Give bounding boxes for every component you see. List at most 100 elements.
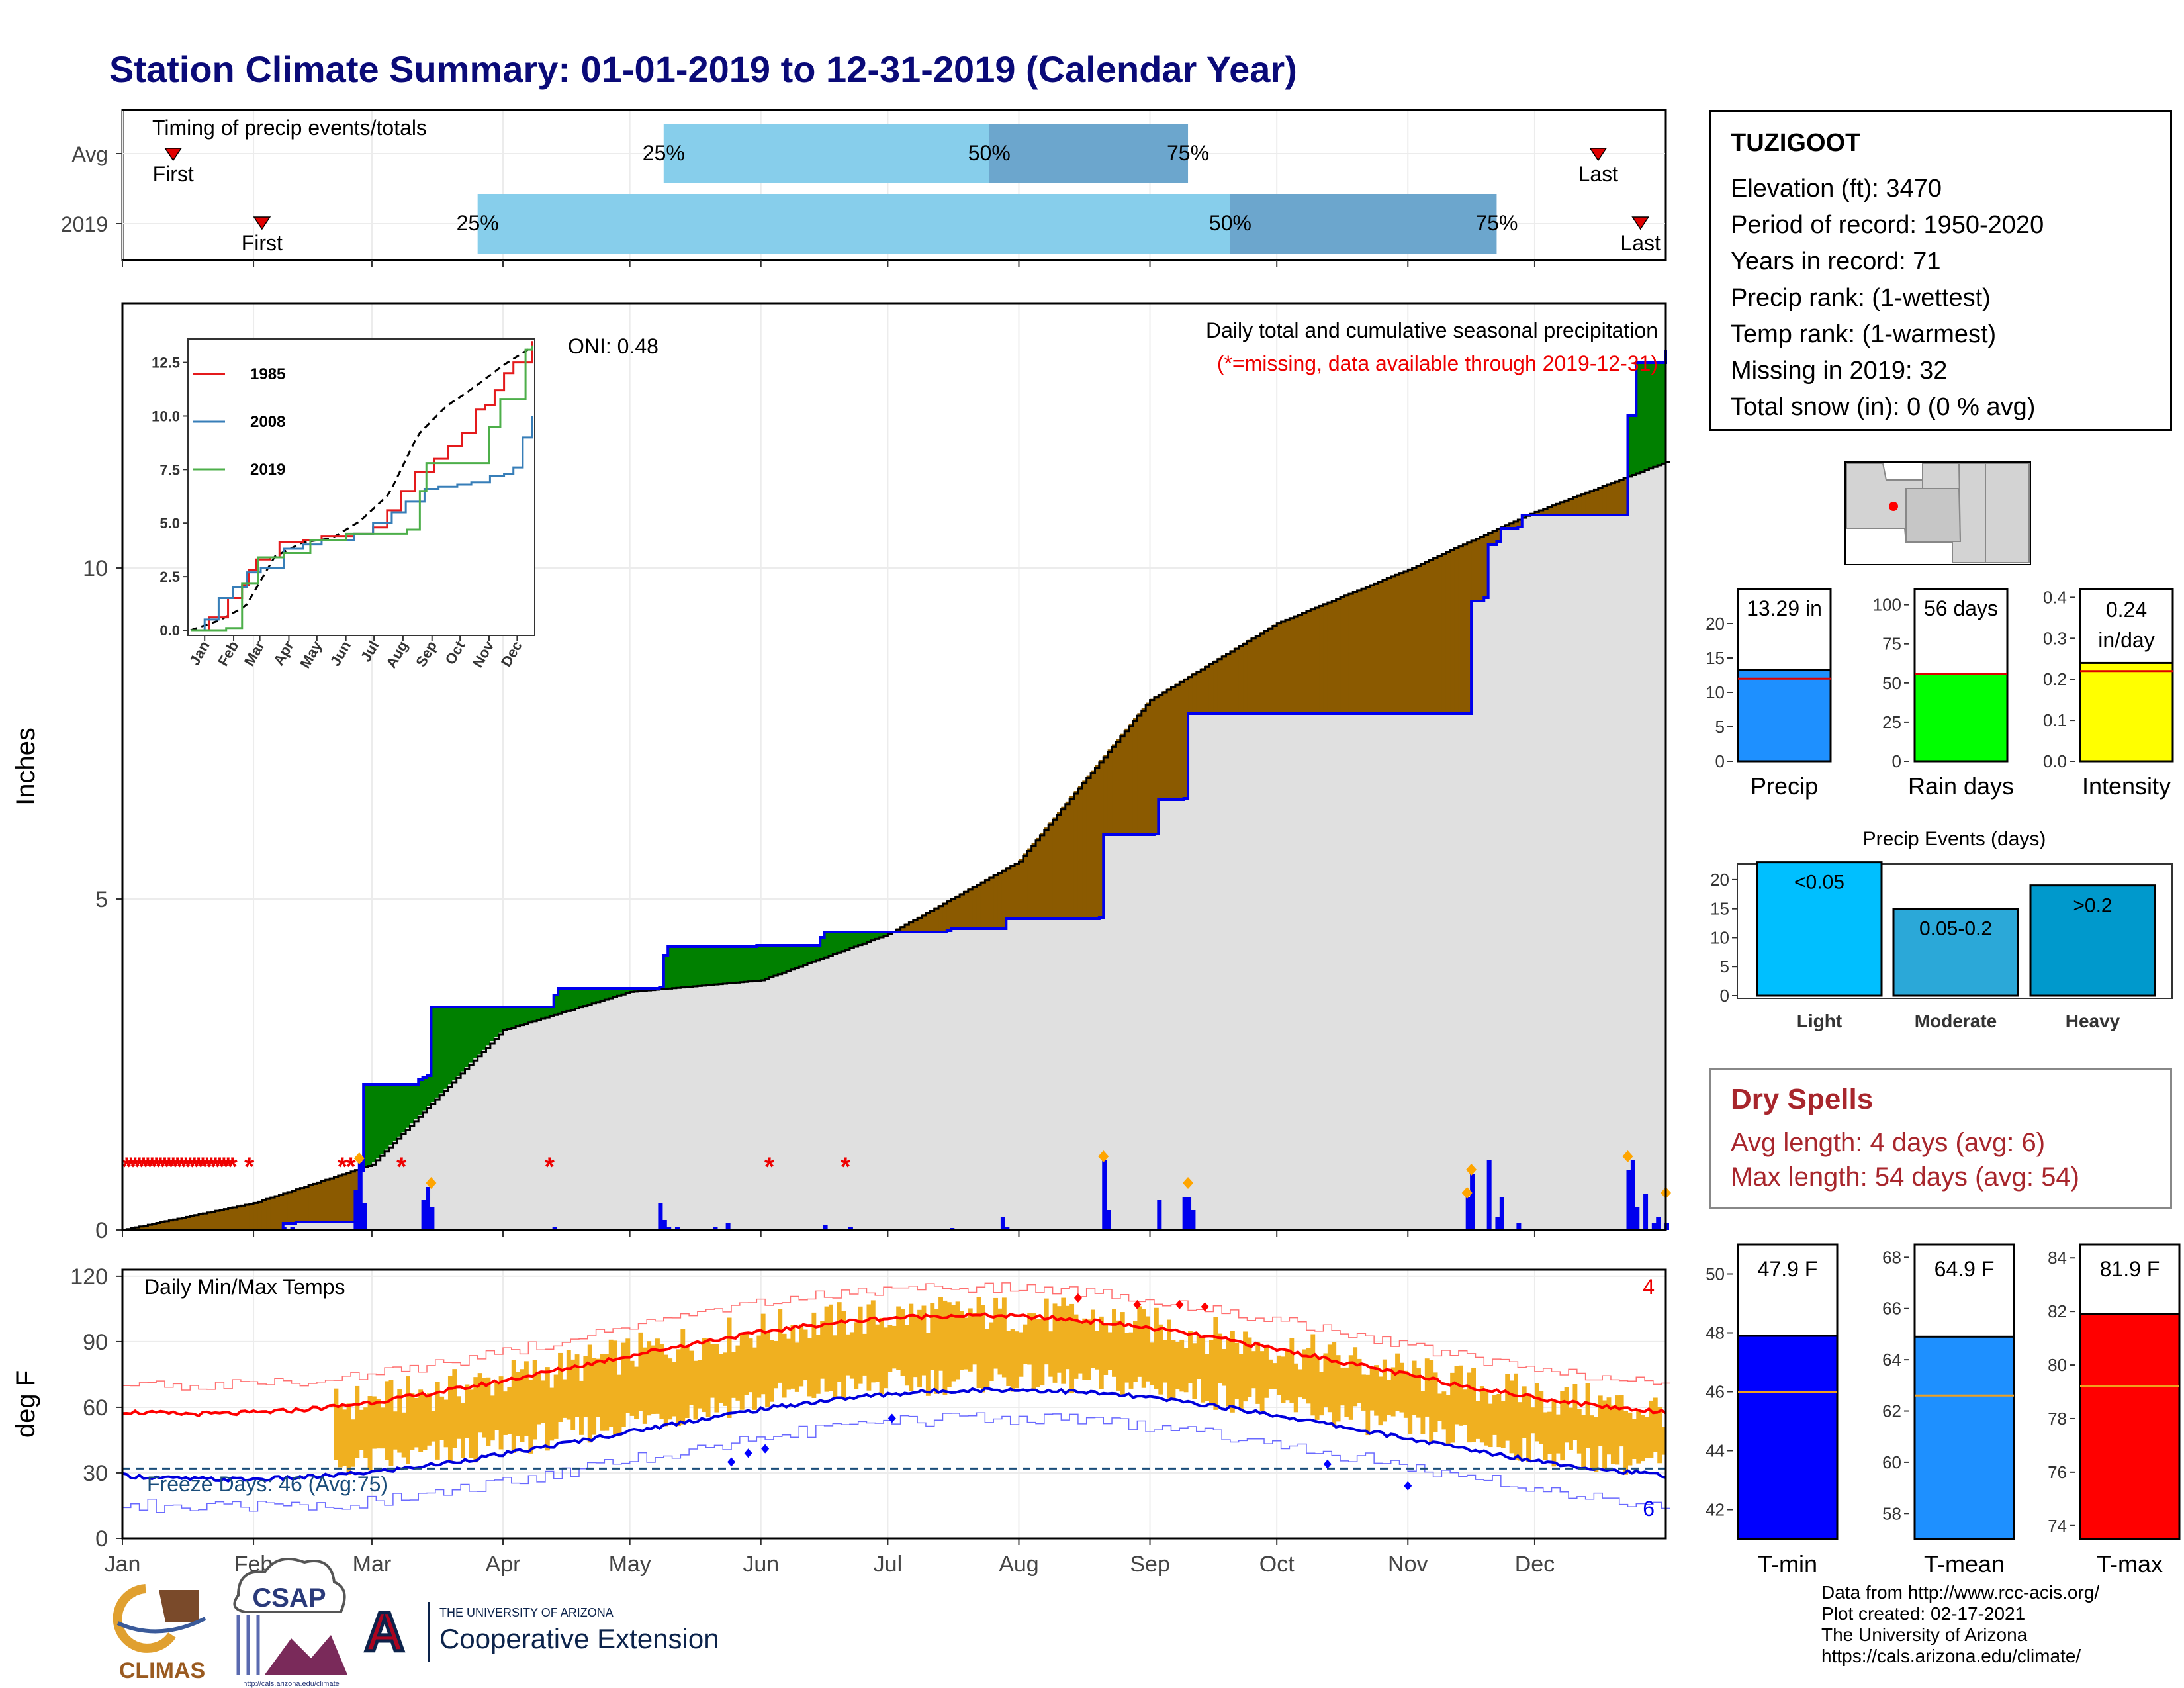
daily-temp-range-bar <box>549 1387 555 1441</box>
daily-temp-range-bar <box>625 1338 631 1413</box>
daily-precip-bar <box>1486 1160 1492 1230</box>
daily-temp-range-bar <box>574 1354 580 1417</box>
missing-day-marker: * <box>126 1152 136 1182</box>
events-ytick: 20 <box>1710 870 1729 890</box>
summary-ytick: 0.4 <box>2043 587 2067 607</box>
daily-temp-range-bar <box>976 1297 981 1388</box>
daily-temp-range-bar <box>1353 1347 1358 1407</box>
daily-temp-range-bar <box>1158 1324 1163 1395</box>
logos: CLIMAS CSAP http://cals.arizona.edu/clim… <box>113 1558 719 1688</box>
daily-temp-range-bar <box>727 1317 732 1418</box>
daily-temp-range-bar <box>723 1352 728 1406</box>
temp-bar-value <box>1913 1335 2015 1540</box>
daily-temp-range-bar <box>1555 1414 1561 1454</box>
daily-temp-range-bar <box>1445 1395 1451 1446</box>
daily-temp-range-bar <box>833 1335 838 1399</box>
daily-precip-bar <box>725 1223 731 1230</box>
daily-temp-range-bar <box>1576 1409 1582 1454</box>
daily-temp-range-bar <box>371 1396 377 1449</box>
temp-panel: Jan Feb Mar Apr May Jun Jul Aug Sep Oct Nov Dec0306… <box>11 1264 1670 1577</box>
temp-bar-ytick: 60 <box>1882 1452 1901 1472</box>
daily-temp-range-bar <box>778 1309 783 1383</box>
missing-day-marker: * <box>156 1152 166 1182</box>
daily-temp-range-bar <box>634 1366 639 1419</box>
daily-temp-range-bar <box>820 1321 825 1379</box>
last-event-marker <box>1589 148 1608 162</box>
info-snow: Total snow (in): 0 (0 % avg) <box>1731 393 2036 421</box>
daily-temp-range-bar <box>799 1324 804 1387</box>
heavy-event-diamond <box>1098 1150 1109 1162</box>
daily-temp-range-bar <box>613 1340 618 1435</box>
daily-temp-range-bar <box>401 1412 406 1458</box>
temp-summary-bars: 42 44 46 48 50 47.9 F T-min 58 60 62 64 66 68 64.9 F T… <box>1706 1243 2181 1577</box>
month-label: Mar <box>353 1552 392 1577</box>
daily-temp-range-bar <box>1112 1309 1116 1377</box>
daily-temp-range-bar <box>520 1369 525 1442</box>
daily-temp-range-bar <box>523 1361 529 1436</box>
dry-spells-box: Dry Spells Avg length: 4 days (avg: 6) M… <box>1709 1068 2172 1209</box>
daily-temp-range-bar <box>1323 1353 1328 1407</box>
daily-temp-range-bar <box>1146 1316 1151 1382</box>
summary-ytick: 0.3 <box>2043 628 2067 648</box>
inset-legend-label: 2008 <box>250 413 285 431</box>
inset-ytick: 12.5 <box>152 355 180 371</box>
daily-temp-range-bar <box>663 1354 668 1427</box>
heavy-event-diamond <box>1622 1150 1633 1162</box>
daily-temp-range-bar <box>1314 1356 1320 1420</box>
daily-temp-range-bar <box>392 1411 398 1450</box>
daily-temp-range-bar <box>1581 1415 1586 1468</box>
station-marker <box>1889 502 1898 511</box>
daily-temp-range-bar <box>1348 1355 1353 1420</box>
record-low-diamond <box>1404 1481 1412 1491</box>
daily-precip-bar <box>1106 1210 1111 1230</box>
daily-temp-range-bar <box>731 1352 736 1398</box>
inset-legend-label: 2019 <box>250 461 285 479</box>
daily-temp-range-bar <box>596 1358 601 1417</box>
daily-temp-range-bar <box>477 1373 482 1433</box>
daily-temp-range-bar <box>934 1309 939 1394</box>
daily-temp-range-bar <box>1128 1332 1134 1389</box>
daily-temp-range-bar <box>824 1306 829 1392</box>
avg-tmin-line <box>122 1387 1666 1483</box>
daily-temp-range-bar <box>1040 1319 1045 1385</box>
daily-temp-range-bar <box>427 1393 432 1446</box>
daily-temp-range-bar <box>1357 1358 1362 1403</box>
events-bar <box>1756 861 1883 997</box>
record-min-line <box>122 1412 1670 1513</box>
summary-bar-value <box>1913 673 2009 763</box>
daily-temp-range-bar <box>486 1377 491 1446</box>
university-of-arizona-logo: A THE UNIVERSITY OF ARIZONA Cooperative … <box>361 1599 719 1665</box>
daily-temp-range-bar <box>1594 1417 1599 1472</box>
last-event-label: Last <box>1620 231 1661 255</box>
daily-temp-range-bar <box>629 1360 635 1416</box>
daily-temp-range-bar <box>1091 1309 1095 1368</box>
daily-temp-range-bar <box>1598 1395 1603 1446</box>
temp-bar-ytick: 42 <box>1706 1500 1725 1520</box>
daily-temp-range-bar <box>465 1384 470 1438</box>
summary-ytick: 0.0 <box>2043 751 2067 771</box>
missing-day-marker: * <box>244 1152 255 1182</box>
record-max-line <box>122 1282 1670 1391</box>
daily-temp-range-bar <box>900 1309 905 1376</box>
inset-ytick: 7.5 <box>159 461 180 478</box>
temp-ytick: 90 <box>83 1330 108 1355</box>
daily-temp-range-bar <box>1610 1405 1615 1464</box>
temp-bar-name: T-mean <box>1924 1550 2005 1577</box>
daily-temp-range-bar <box>1179 1339 1185 1392</box>
temp-bar-name: T-min <box>1758 1550 1817 1577</box>
daily-temp-range-bar <box>380 1407 385 1449</box>
daily-temp-range-bar <box>1077 1323 1083 1374</box>
daily-temp-range-bar <box>1645 1417 1649 1458</box>
credit-university: The University of Arizona <box>1821 1624 2028 1645</box>
events-bar-name: Moderate <box>1915 1011 1997 1031</box>
daily-precip-bar <box>1187 1197 1192 1230</box>
daily-temp-range-bar <box>1340 1367 1345 1406</box>
csap-url: http://cals.arizona.edu/climate <box>243 1680 340 1688</box>
daily-temp-range-bar <box>1653 1397 1658 1452</box>
daily-temp-range-bar <box>1496 1393 1502 1448</box>
heavy-event-diamond <box>426 1177 437 1189</box>
daily-temp-range-bar <box>891 1325 897 1369</box>
daily-temp-range-bar <box>537 1374 542 1425</box>
daily-temp-range-bar <box>1585 1383 1590 1448</box>
record-low-diamond <box>744 1448 752 1458</box>
